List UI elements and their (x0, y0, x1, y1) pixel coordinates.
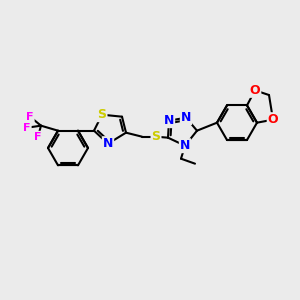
Text: N: N (103, 137, 113, 150)
Text: F: F (23, 123, 31, 133)
Text: F: F (34, 132, 42, 142)
Text: S: S (98, 108, 106, 121)
Text: S: S (152, 130, 160, 143)
Text: N: N (181, 111, 191, 124)
Text: F: F (26, 112, 34, 122)
Text: N: N (164, 114, 174, 127)
Text: O: O (250, 84, 260, 97)
Text: N: N (180, 139, 190, 152)
Text: O: O (268, 113, 278, 126)
